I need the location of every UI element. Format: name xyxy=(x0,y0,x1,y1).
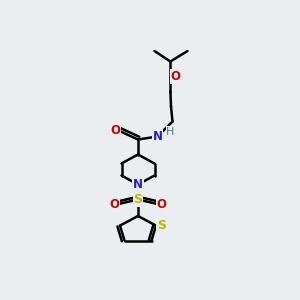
Text: O: O xyxy=(157,197,167,211)
Text: N: N xyxy=(133,178,143,191)
Text: S: S xyxy=(134,193,142,206)
Text: O: O xyxy=(171,70,181,83)
Text: O: O xyxy=(109,197,119,211)
Text: O: O xyxy=(110,124,121,137)
Text: H: H xyxy=(166,127,175,137)
Text: S: S xyxy=(157,219,166,232)
Text: N: N xyxy=(152,130,163,143)
